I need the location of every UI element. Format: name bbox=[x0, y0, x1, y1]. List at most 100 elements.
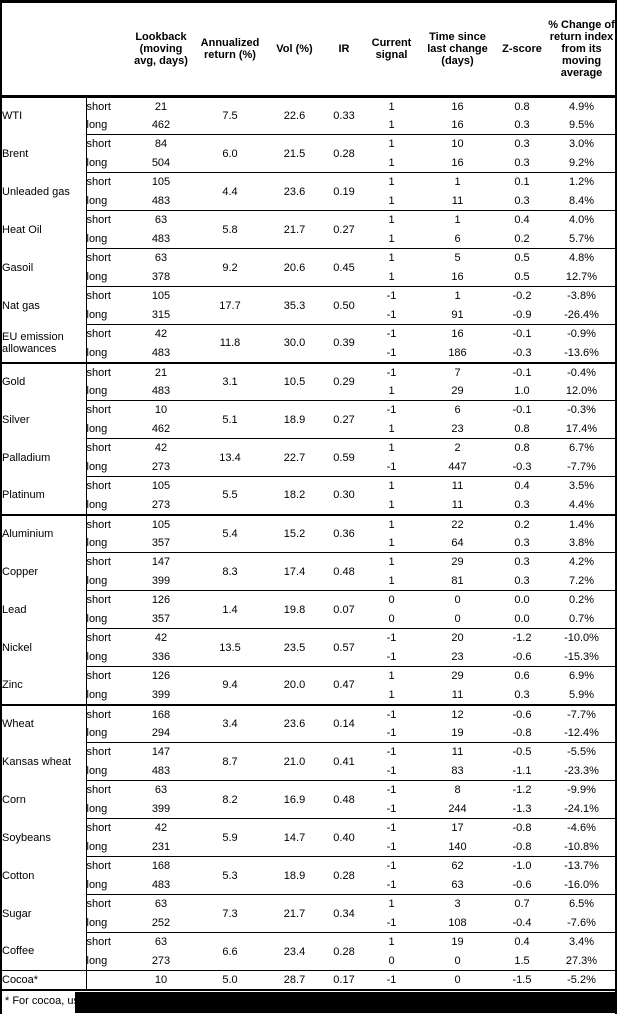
pct-change-cell: -9.9% bbox=[548, 780, 615, 800]
zscore-cell: 0.2 bbox=[514, 232, 530, 245]
table-row: long 378 1 16 0.5 12.7% bbox=[2, 268, 615, 287]
zscore-cell: 1.5 bbox=[514, 954, 530, 967]
table-row: long 504 1 16 0.3 9.2% bbox=[2, 154, 615, 173]
table-row: long 483 -1 63 -0.6 -16.0% bbox=[2, 876, 615, 895]
table-row: long 399 1 81 0.3 7.2% bbox=[2, 572, 615, 591]
horizon-cell: short bbox=[86, 742, 127, 762]
table-row: Brent short 84 6.0 21.5 0.28 1 10 0.3 3.0% bbox=[2, 134, 615, 173]
time-since-change-cell: 20 bbox=[419, 628, 496, 648]
time-since-change-cell: 62 bbox=[419, 856, 496, 876]
zscore-cell: 0.8 bbox=[514, 422, 530, 435]
vol-cell: 30.0 bbox=[265, 324, 324, 363]
table-row: Soybeans short 42 5.9 14.7 0.40 -1 17 -0.8 -4.6% bbox=[2, 818, 615, 857]
current-signal-cell: 1 bbox=[364, 134, 419, 154]
zscore-cell: -0.6 bbox=[512, 878, 532, 891]
table-row: Palladium short 42 13.4 22.7 0.59 1 2 0.8 6.7% bbox=[2, 438, 615, 477]
time-since-change-cell: 12 bbox=[419, 703, 496, 724]
lookback-cell: 399 bbox=[151, 574, 171, 587]
lookback-cell: 126 bbox=[127, 666, 195, 686]
horizon-cell: short bbox=[86, 100, 111, 113]
time-since-change-cell: 0 bbox=[419, 590, 496, 610]
ir-cell: 0.27 bbox=[324, 400, 364, 439]
commodity-name-cell: Silver bbox=[2, 400, 87, 439]
vol-cell: 21.7 bbox=[265, 894, 324, 933]
vol-cell: 28.7 bbox=[265, 970, 324, 991]
table-row: WTI short 21 7.5 22.6 0.33 1 16 0.8 4.9% bbox=[2, 96, 615, 135]
time-since-change-cell: 29 bbox=[451, 384, 464, 397]
lookback-cell: 84 bbox=[127, 134, 195, 154]
zscore-cell: 0.3 bbox=[514, 118, 530, 131]
pct-change-cell: 7.2% bbox=[568, 574, 595, 587]
commodity-name-cell: Unleaded gas bbox=[2, 172, 87, 211]
pct-change-cell: -0.3% bbox=[548, 400, 615, 420]
current-signal-cell: -1 bbox=[386, 460, 397, 473]
commodity-name-cell: Kansas wheat bbox=[2, 742, 87, 781]
commodity-name-cell: Lead bbox=[2, 590, 87, 629]
time-since-change-cell: 1 bbox=[419, 210, 496, 230]
commodity-name-cell: Wheat bbox=[2, 703, 87, 743]
time-since-change-cell: 1 bbox=[419, 286, 496, 306]
horizon-cell: short bbox=[86, 703, 127, 724]
lookback-cell: 105 bbox=[127, 476, 195, 496]
commodity-momentum-table: Lookback (moving avg, days) Annualized r… bbox=[2, 3, 615, 991]
table-row: long 357 1 64 0.3 3.8% bbox=[2, 534, 615, 553]
annualized-return-cell: 6.0 bbox=[195, 134, 265, 173]
commodity-name-cell: EU emission allowances bbox=[2, 324, 87, 363]
annualized-return-cell: 8.2 bbox=[195, 780, 265, 819]
time-since-change-cell: 186 bbox=[448, 346, 467, 359]
lookback-cell: 147 bbox=[127, 742, 195, 762]
annualized-return-cell: 5.8 bbox=[195, 210, 265, 249]
vol-cell: 23.4 bbox=[265, 932, 324, 971]
lookback-cell: 483 bbox=[151, 878, 171, 891]
zscore-cell: 0.8 bbox=[514, 100, 530, 113]
lookback-cell: 273 bbox=[151, 954, 171, 967]
pct-change-cell: 9.5% bbox=[568, 118, 595, 131]
horizon-cell: short bbox=[86, 361, 127, 382]
vol-cell: 16.9 bbox=[265, 780, 324, 819]
lookback-cell: 336 bbox=[151, 650, 171, 663]
current-signal-cell: 1 bbox=[364, 248, 419, 268]
ir-cell: 0.28 bbox=[324, 856, 364, 895]
annualized-return-cell: 8.3 bbox=[195, 552, 265, 591]
current-signal-cell: -1 bbox=[386, 346, 397, 359]
horizon-cell: long bbox=[86, 726, 108, 739]
pct-change-cell: -3.8% bbox=[548, 286, 615, 306]
table-row: long 483 1 11 0.3 8.4% bbox=[2, 192, 615, 211]
table-row: long 462 1 16 0.3 9.5% bbox=[2, 116, 615, 135]
ir-cell: 0.48 bbox=[324, 780, 364, 819]
pct-change-cell: -5.5% bbox=[548, 742, 615, 762]
commodity-name-cell: Aluminium bbox=[2, 513, 87, 553]
current-signal-cell: -1 bbox=[386, 916, 397, 929]
horizon-cell: short bbox=[86, 513, 127, 534]
pct-change-cell: 4.9% bbox=[568, 100, 595, 113]
annualized-return-cell: 13.5 bbox=[195, 628, 265, 667]
horizon-cell: long bbox=[86, 688, 108, 701]
annualized-return-cell: 9.4 bbox=[195, 666, 265, 705]
zscore-cell: -0.4 bbox=[512, 916, 532, 929]
table-row: long 399 -1 244 -1.3 -24.1% bbox=[2, 800, 615, 819]
commodity-name-cell: Gold bbox=[2, 361, 87, 401]
commodity-name-cell: Platinum bbox=[2, 476, 87, 515]
time-since-change-cell: 19 bbox=[451, 726, 464, 739]
commodity-name-cell: Cotton bbox=[2, 856, 87, 895]
time-since-change-cell: 244 bbox=[448, 802, 467, 815]
table-row: Nat gas short 105 17.7 35.3 0.50 -1 1 -0.2 -3.8% bbox=[2, 286, 615, 325]
pct-change-cell: 8.4% bbox=[568, 194, 595, 207]
lookback-cell: 357 bbox=[151, 612, 171, 625]
pct-change-cell: 4.2% bbox=[548, 552, 615, 572]
current-signal-cell: -1 bbox=[386, 840, 397, 853]
zscore-cell: -0.5 bbox=[496, 742, 548, 762]
current-signal-cell: 0 bbox=[388, 612, 395, 625]
current-signal-cell: 1 bbox=[388, 536, 395, 549]
annualized-return-cell: 6.6 bbox=[195, 932, 265, 971]
pct-change-cell: 0.7% bbox=[568, 612, 595, 625]
current-signal-cell: 1 bbox=[364, 552, 419, 572]
vol-cell: 21.0 bbox=[265, 742, 324, 781]
lookback-cell: 42 bbox=[127, 818, 195, 838]
zscore-cell: 0.3 bbox=[514, 574, 530, 587]
current-signal-cell: -1 bbox=[386, 308, 397, 321]
lookback-cell: 105 bbox=[127, 286, 195, 306]
current-signal-cell: -1 bbox=[364, 780, 419, 800]
current-signal-cell: -1 bbox=[386, 764, 397, 777]
ir-cell: 0.39 bbox=[324, 324, 364, 363]
